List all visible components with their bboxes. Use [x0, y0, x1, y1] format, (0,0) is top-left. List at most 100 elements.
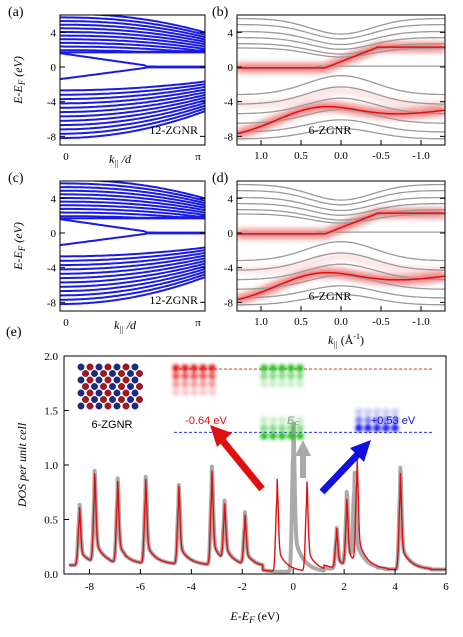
lattice-atom: [122, 376, 130, 384]
orbital-blob: [296, 372, 304, 380]
orbital-blob: [208, 388, 216, 396]
orbital-blob: [190, 372, 198, 380]
gray-band: [237, 231, 445, 236]
gray-band: [237, 213, 445, 224]
band-line: [60, 257, 205, 275]
xtick-label: 0.5: [294, 316, 308, 328]
panel-a-xtick-0: 0: [63, 151, 69, 163]
band-line: [60, 270, 205, 297]
gray-band: [237, 285, 445, 299]
band-line: [60, 110, 205, 140]
gray-band: [237, 208, 445, 221]
lattice-atom: [104, 363, 112, 371]
panel-e-dos-red-series: [68, 458, 446, 572]
lattice-atom: [135, 383, 143, 391]
panel-a-band-structure: 4 0 -4 -8 E-EF (eV) 0 π k|| /d 12-ZGNR: [11, 14, 206, 168]
panel-a-yticks: 4 0 -4 -8: [47, 27, 205, 143]
lattice-atom: [95, 363, 103, 371]
xtick-label: 1.0: [254, 150, 268, 162]
panel-e-structure-label: 6-ZGNR: [92, 419, 133, 431]
panel-b-arpes: 4 0 -4 -8 1.0 0.5 0.0 -0.5 -1.0 6-ZGNR: [224, 14, 446, 162]
xtick-label: 1.0: [254, 316, 268, 328]
band-line: [60, 182, 205, 202]
orbital-blob: [391, 424, 399, 432]
arpes-line: [237, 271, 445, 301]
orbital-blob: [181, 364, 189, 372]
ytick-label: 0: [228, 62, 234, 74]
lattice-atom: [135, 370, 143, 378]
band-line: [60, 45, 205, 53]
xtick-label: 0.0: [334, 316, 348, 328]
ytick-label: 0: [51, 62, 57, 74]
edge-band-down: [60, 232, 205, 247]
panel-letter-c: (c): [8, 171, 24, 186]
blue-edge-state-image: [355, 408, 399, 432]
ytick-label: 2.0: [44, 351, 58, 363]
right-state-energy: +0.53 eV: [371, 415, 416, 427]
gray-band: [237, 127, 445, 140]
lattice-atom: [117, 383, 125, 391]
gray-band: [237, 97, 445, 115]
band-line: [60, 249, 205, 262]
gray-band: [237, 42, 445, 55]
orbital-blob: [355, 416, 363, 424]
panel-d-yticks: 4 0 -4 -8: [224, 193, 445, 309]
panel-a-xlabel: k|| /d: [109, 152, 132, 168]
orbital-blob: [172, 380, 180, 388]
orbital-blob: [260, 380, 268, 388]
band-line: [60, 268, 205, 293]
lattice-atom: [117, 396, 125, 404]
orbital-blob: [181, 372, 189, 380]
orbital-blob: [269, 416, 277, 424]
orbital-blob: [296, 380, 304, 388]
panel-b-plot-area: [237, 17, 445, 140]
orbital-blob: [190, 364, 198, 372]
lattice-atom: [77, 402, 85, 410]
panel-e-xlabel: E-EF (eV): [229, 609, 279, 625]
blue-arrow: [319, 440, 371, 495]
orbital-blob: [260, 416, 268, 424]
orbital-blob: [391, 416, 399, 424]
panel-letter-b: (b): [212, 5, 229, 20]
band-line: [60, 211, 205, 219]
lattice-atom: [81, 370, 89, 378]
zgnr-lattice-inset: [77, 363, 143, 410]
orbital-blob: [269, 424, 277, 432]
band-line: [76, 181, 205, 200]
lattice-atom: [108, 370, 116, 378]
orbital-blob: [382, 424, 390, 432]
orbital-blob: [364, 416, 372, 424]
lattice-atom: [122, 389, 130, 397]
red-arrow: [210, 425, 265, 492]
band-line: [60, 251, 205, 267]
panel-b-xticks: 1.0 0.5 0.0 -0.5 -1.0: [254, 140, 430, 162]
arpes-line: [237, 212, 445, 235]
lattice-atom: [77, 363, 85, 371]
lattice-atom: [77, 389, 85, 397]
panel-d-bands: [237, 183, 445, 306]
orbital-blob: [278, 380, 286, 388]
panel-a-xtick-pi: π: [195, 151, 201, 163]
band-line: [60, 104, 205, 131]
panel-d-plot-area: [237, 183, 445, 306]
ytick-label: 0.0: [44, 569, 58, 581]
lattice-atom: [131, 402, 139, 410]
ytick-label: 4: [51, 27, 57, 39]
band-line: [60, 200, 205, 214]
orbital-blob: [278, 432, 286, 440]
band-line: [60, 93, 205, 114]
lattice-atom: [113, 389, 121, 397]
orbital-blob: [296, 416, 304, 424]
band-line: [60, 276, 205, 306]
lattice-atom: [90, 370, 98, 378]
panel-b-arpes-lines: [237, 46, 445, 135]
band-line: [60, 186, 205, 205]
gray-band: [237, 196, 445, 212]
orbital-blob: [296, 364, 304, 372]
panel-b-yticks: 4 0 -4 -8: [224, 27, 445, 143]
panel-e-ylabel: DOS per unit cell: [15, 422, 29, 508]
ytick-label: -8: [47, 297, 57, 309]
band-line: [60, 107, 205, 135]
lattice-atom: [86, 363, 94, 371]
